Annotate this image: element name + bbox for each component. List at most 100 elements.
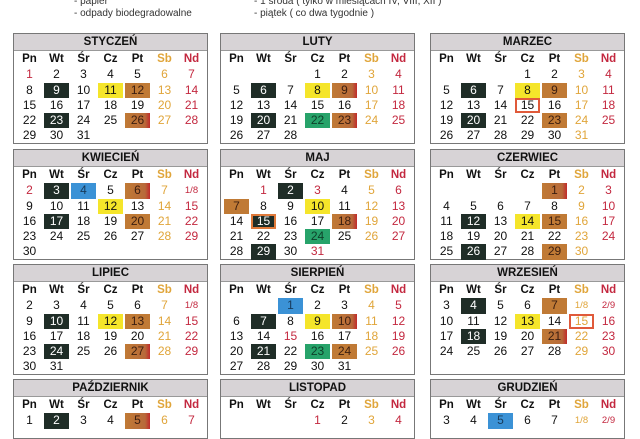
day-cell: 17 xyxy=(76,97,91,112)
weekday-header: Śr xyxy=(284,284,297,296)
empty-cell xyxy=(332,244,357,259)
day-cell: 13 xyxy=(515,313,540,329)
day-cell: 19 xyxy=(130,97,145,112)
day-cell: 3 xyxy=(368,413,375,428)
month-grid: Pn Wt Śr Cz Pt Sb Nd 3 4 5 6 7 1/8 2/9 xyxy=(431,397,624,431)
empty-cell xyxy=(98,244,123,259)
day-cell: 9 xyxy=(26,313,33,328)
day-cell: 17 xyxy=(601,213,616,228)
weekday-header: Wt xyxy=(49,284,64,296)
day-cell: 17 xyxy=(49,328,64,343)
day-cell: 15 xyxy=(251,213,276,230)
weekday-header: Wt xyxy=(256,284,271,296)
day-cell: 7 xyxy=(551,413,558,428)
weekday-header: Nd xyxy=(390,399,407,411)
day-cell: 12 xyxy=(461,213,486,230)
day-cell: 12 xyxy=(439,97,454,112)
day-cell: 12 xyxy=(98,198,123,214)
day-cell: 5 xyxy=(233,82,240,97)
weekday-header: Śr xyxy=(284,169,297,181)
day-cell: 26 xyxy=(439,128,454,143)
day-cell: 13 xyxy=(466,97,481,112)
day-cell: 30 xyxy=(601,344,616,359)
day-cell: 6 xyxy=(134,298,141,313)
legend-bio: - odpady biodegradowalne xyxy=(74,8,192,19)
empty-cell xyxy=(596,244,621,259)
day-cell: 15 xyxy=(310,97,325,112)
day-cell: 23 xyxy=(22,229,37,244)
empty-cell xyxy=(278,67,303,82)
day-cell: 19 xyxy=(103,213,118,228)
day-cell: 10 xyxy=(49,198,64,213)
day-cell: 25 xyxy=(601,113,616,128)
day-cell: 10 xyxy=(332,313,357,329)
day-cell: 26 xyxy=(103,229,118,244)
day-cell: 16 xyxy=(49,97,64,112)
empty-cell xyxy=(125,128,150,143)
day-cell: 31 xyxy=(76,128,91,143)
day-cell: 19 xyxy=(493,328,508,343)
day-cell: 2 xyxy=(341,413,348,428)
day-cell: 8 xyxy=(287,313,294,328)
day-cell: 3 xyxy=(578,67,585,82)
day-cell: 7 xyxy=(188,67,195,82)
weekday-header: Cz xyxy=(310,53,325,65)
day-cell: 27 xyxy=(125,344,150,360)
day-cell: 18 xyxy=(461,328,486,345)
day-cell: 6 xyxy=(251,82,276,98)
day-cell: 27 xyxy=(157,113,172,128)
day-cell: 3 xyxy=(80,413,87,428)
day-cell: 31 xyxy=(574,128,589,143)
day-cell: 13 xyxy=(157,82,172,97)
day-cell: 10 xyxy=(305,198,330,214)
weekday-header: Wt xyxy=(256,399,271,411)
empty-cell xyxy=(359,244,384,259)
day-cell: 2 xyxy=(26,298,33,313)
day-cell: 6 xyxy=(461,82,486,98)
day-cell: 25 xyxy=(391,113,406,128)
empty-cell xyxy=(179,244,204,259)
day-cell: 20 xyxy=(461,113,486,129)
weekday-header: Wt xyxy=(49,169,64,181)
day-cell: 22 xyxy=(520,113,535,128)
day-cell: 17 xyxy=(364,97,379,112)
day-cell: 18 xyxy=(364,328,379,343)
weekday-header: Sb xyxy=(364,284,379,296)
weekday-header: Cz xyxy=(520,53,535,65)
day-cell: 11 xyxy=(98,82,123,98)
empty-cell xyxy=(305,128,330,143)
day-cell: 30 xyxy=(547,128,562,143)
day-cell: 14 xyxy=(157,313,172,328)
month-title: STYCZEŃ xyxy=(14,34,207,51)
day-cell: 11 xyxy=(467,313,480,328)
day-cell: 16 xyxy=(337,97,352,112)
day-cell: 29 xyxy=(22,128,37,143)
day-cell: 5 xyxy=(470,198,477,213)
day-cell: 7 xyxy=(287,82,294,97)
day-cell: 3 xyxy=(368,67,375,82)
day-cell: 31 xyxy=(49,359,64,374)
day-cell: 10 xyxy=(601,198,616,213)
day-cell: 19 xyxy=(466,229,481,244)
month-grid: Pn Wt Śr Cz Pt Sb Nd 1 2 3 4 xyxy=(221,397,414,431)
month-title: MAJ xyxy=(221,150,414,167)
day-cell: 15 xyxy=(184,313,199,328)
day-cell: 21 xyxy=(157,213,172,228)
empty-cell xyxy=(434,67,459,82)
day-cell: 1/8 xyxy=(184,185,199,197)
day-cell: 15 xyxy=(569,313,594,329)
day-cell: 12 xyxy=(364,198,379,213)
month-9: WRZESIEŃ Pn Wt Śr Cz Pt Sb Nd 3 4 5 6 7 1/8 2/9 10 11 12 1… xyxy=(430,264,625,375)
day-cell: 8 xyxy=(260,198,267,213)
day-cell: 6 xyxy=(395,183,402,198)
day-cell: 22 xyxy=(574,328,589,343)
day-cell: 6 xyxy=(524,413,531,428)
day-cell: 26 xyxy=(103,344,118,359)
day-cell: 2 xyxy=(341,67,348,82)
weekday-header: Cz xyxy=(103,169,118,181)
month-grid: Pn Wt Śr Cz Pt Sb Nd 2 3 4 5 6 7 1/8 9 10 11 12 13 14 15 16 17… xyxy=(14,167,207,262)
empty-cell xyxy=(224,67,249,82)
day-cell: 13 xyxy=(125,313,150,329)
legend-paper: - papier xyxy=(74,0,108,7)
day-cell: 25 xyxy=(466,344,481,359)
